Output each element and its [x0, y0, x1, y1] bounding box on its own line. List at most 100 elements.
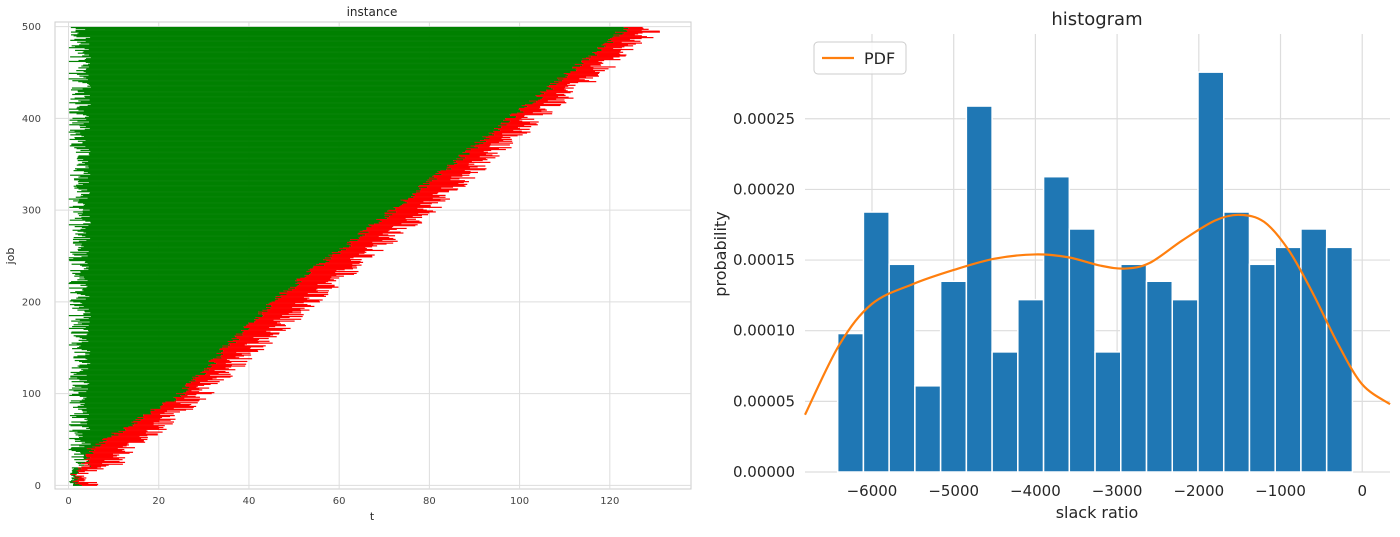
- gantt-green-bar: [83, 136, 483, 138]
- gantt-green-bar: [87, 459, 90, 462]
- gantt-red-bar: [360, 236, 379, 238]
- gantt-red-bar: [505, 118, 535, 120]
- gantt-red-bar: [77, 481, 98, 484]
- gantt-red-bar: [541, 97, 574, 99]
- gantt-green-bar: [83, 316, 256, 319]
- gantt-green-bar: [76, 148, 467, 150]
- gantt-red-bar: [188, 389, 203, 391]
- gantt-x-axis-label: t: [370, 510, 375, 523]
- gantt-red-bar: [90, 465, 107, 467]
- gantt-green-bar: [72, 429, 126, 431]
- gantt-red-bar: [536, 95, 559, 97]
- gantt-green-bar: [76, 186, 428, 188]
- histogram-bar: [1197, 71, 1225, 473]
- gantt-red-bar: [295, 280, 337, 282]
- gantt-red-bar: [176, 392, 212, 395]
- gantt-red-bar: [622, 33, 639, 35]
- gantt-green-bar: [81, 256, 331, 258]
- gantt-green-bar: [88, 317, 259, 319]
- gantt-green-bar: [74, 130, 494, 132]
- gantt-green-bar: [78, 109, 521, 111]
- gantt-green-bar: [89, 84, 550, 86]
- histogram-y-tick-label: 0.00010: [733, 322, 795, 340]
- gantt-green-bar: [78, 214, 385, 217]
- gantt-red-bar: [416, 192, 439, 194]
- gantt-red-bar: [429, 181, 464, 184]
- gantt-red-bar: [85, 454, 120, 456]
- gantt-green-bar: [75, 233, 358, 235]
- gantt-green-bar: [68, 108, 519, 110]
- gantt-red-bar: [84, 461, 126, 463]
- gantt-green-bar: [77, 202, 408, 204]
- gantt-green-bar: [79, 366, 211, 368]
- gantt-green-bar: [76, 292, 280, 295]
- gantt-green-bar: [73, 178, 437, 180]
- histogram-bars: [836, 71, 1354, 473]
- gantt-green-bar: [79, 75, 566, 77]
- gantt-red-bar: [91, 448, 125, 451]
- gantt-green-bar: [78, 240, 350, 242]
- gantt-green-bar: [69, 394, 181, 397]
- gantt-green-bar: [70, 371, 201, 374]
- gantt-red-bar: [143, 415, 175, 417]
- gantt-green-bar: [78, 67, 573, 69]
- gantt-green-bar: [81, 226, 367, 229]
- gantt-red-bar: [308, 269, 345, 271]
- gantt-green-bar: [72, 117, 506, 119]
- gantt-red-bar: [511, 113, 553, 115]
- gantt-red-bar: [221, 357, 240, 359]
- gantt-red-bar: [435, 172, 471, 174]
- gantt-green-bar: [86, 407, 161, 409]
- gantt-green-bar: [87, 171, 439, 174]
- gantt-red-bar: [312, 267, 358, 269]
- gantt-green-bar: [73, 475, 76, 477]
- gantt-green-bar: [83, 454, 86, 456]
- gantt-green-bar: [83, 50, 597, 52]
- gantt-red-bar: [400, 204, 431, 207]
- gantt-green-bar: [89, 121, 509, 123]
- gantt-green-bar: [78, 249, 342, 252]
- gantt-green-bar: [81, 65, 581, 67]
- gantt-green-bar: [80, 42, 605, 44]
- gantt-red-bar: [269, 302, 304, 304]
- gantt-green-bar: [75, 318, 255, 320]
- gantt-red-bar: [479, 143, 491, 145]
- gantt-green-bar: [78, 182, 423, 185]
- gantt-green-bar: [89, 382, 187, 385]
- gantt-green-bar: [76, 164, 448, 166]
- gantt-green-bar: [77, 309, 263, 311]
- gantt-green-bar: [82, 183, 430, 185]
- gantt-green-bar: [71, 467, 78, 469]
- gantt-green-bar: [76, 191, 420, 193]
- gantt-red-bar: [597, 54, 627, 56]
- gantt-red-bar: [209, 369, 236, 371]
- gantt-green-bar: [84, 162, 458, 164]
- gantt-green-bar: [73, 356, 217, 358]
- gantt-green-bar: [71, 447, 96, 449]
- gantt-green-bar: [77, 347, 222, 349]
- gantt-green-bar: [74, 385, 186, 387]
- gantt-green-bar: [81, 289, 293, 291]
- gantt-red-bar: [613, 36, 647, 38]
- gantt-red-bar: [483, 142, 514, 144]
- gantt-green-bar: [86, 77, 557, 79]
- gantt-red-bar: [362, 235, 396, 237]
- gantt-green-bar: [88, 153, 470, 155]
- histogram-y-tick-label: 0.00025: [733, 110, 795, 128]
- gantt-green-bar: [73, 468, 82, 470]
- gantt-red-bar: [181, 395, 196, 397]
- gantt-red-bar: [524, 106, 541, 108]
- gantt-red-bar: [76, 479, 86, 481]
- gantt-red-bar: [271, 305, 315, 308]
- gantt-red-bar: [611, 36, 654, 39]
- gantt-green-bar: [83, 110, 521, 112]
- gantt-green-bar: [85, 96, 543, 98]
- gantt-green-bar: [89, 94, 536, 96]
- gantt-green-bar: [71, 456, 87, 458]
- histogram-bar: [991, 351, 1019, 473]
- gantt-red-bar: [418, 185, 466, 187]
- gantt-green-bar: [84, 261, 326, 263]
- gantt-green-bar: [81, 409, 155, 411]
- histogram-y-tick-label: 0.00000: [733, 463, 795, 481]
- gantt-red-bar: [173, 396, 200, 398]
